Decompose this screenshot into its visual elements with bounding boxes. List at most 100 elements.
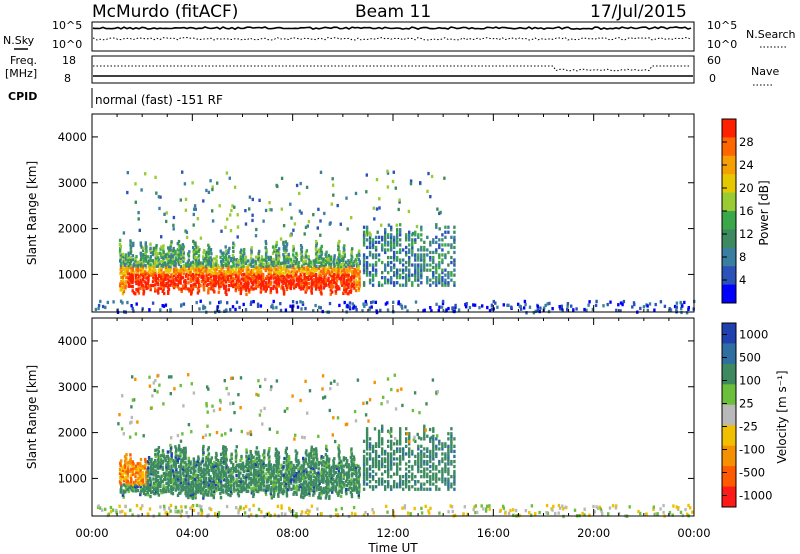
data-cell — [348, 301, 352, 305]
data-cell — [205, 493, 208, 497]
data-cell — [269, 463, 272, 467]
data-cell — [267, 261, 270, 266]
data-cell — [583, 307, 586, 312]
data-cell — [368, 245, 372, 250]
data-cell — [260, 282, 263, 286]
data-cell — [371, 245, 375, 250]
data-cell — [145, 486, 148, 490]
data-cell — [111, 508, 115, 512]
data-cell — [177, 277, 181, 281]
data-cell — [125, 469, 128, 473]
data-cell — [244, 284, 247, 288]
data-cell — [320, 477, 323, 482]
data-cell — [420, 485, 423, 489]
data-cell — [408, 235, 411, 239]
data-cell — [218, 286, 221, 290]
data-cell — [135, 288, 138, 292]
data-cell — [441, 457, 444, 461]
data-cell — [144, 274, 147, 278]
data-cell — [399, 457, 402, 461]
data-cell — [244, 209, 247, 213]
data-cell — [170, 487, 173, 491]
data-cell — [179, 510, 182, 515]
data-cell — [236, 265, 240, 269]
data-cell — [205, 263, 208, 267]
data-cell — [350, 269, 353, 274]
data-cell — [485, 507, 488, 511]
data-cell — [309, 470, 312, 474]
data-cell — [417, 436, 421, 440]
data-cell — [426, 472, 429, 476]
data-cell — [423, 268, 426, 272]
data-cell — [472, 303, 475, 307]
data-cell — [304, 457, 308, 461]
data-cell — [210, 468, 213, 472]
data-cell — [347, 481, 350, 485]
data-cell — [357, 268, 360, 272]
data-cell — [435, 223, 438, 227]
data-cell — [435, 454, 438, 459]
data-cell — [242, 474, 245, 478]
data-cell — [240, 281, 243, 285]
data-cell — [339, 222, 342, 226]
data-cell — [225, 249, 228, 253]
data-cell — [229, 477, 233, 481]
data-cell — [144, 251, 147, 255]
data-cell — [199, 485, 203, 489]
data-cell — [387, 439, 390, 443]
data-cell — [218, 276, 221, 280]
data-cell — [405, 238, 408, 242]
data-cell — [453, 260, 456, 265]
data-cell — [201, 459, 204, 463]
data-cell — [325, 481, 328, 486]
data-cell — [432, 429, 435, 433]
data-cell — [157, 493, 161, 497]
data-cell — [214, 482, 217, 487]
data-cell — [337, 448, 341, 452]
data-cell — [230, 265, 233, 269]
data-cell — [351, 247, 354, 251]
data-cell — [411, 408, 415, 413]
data-cell — [387, 452, 390, 456]
data-cell — [120, 261, 123, 265]
data-cell — [337, 466, 341, 471]
data-cell — [393, 273, 396, 277]
data-cell — [305, 288, 308, 292]
data-cell — [195, 262, 198, 266]
data-cell — [257, 284, 260, 289]
data-cell — [267, 268, 271, 272]
data-cell — [381, 437, 384, 441]
data-cell — [277, 282, 281, 286]
data-cell — [119, 282, 122, 286]
data-cell — [290, 477, 293, 481]
data-cell — [393, 250, 396, 255]
data-cell — [317, 267, 320, 271]
data-cell — [264, 252, 268, 256]
data-cell — [220, 458, 223, 463]
data-cell — [323, 284, 326, 288]
data-cell — [267, 511, 270, 515]
data-cell — [365, 459, 369, 464]
data-cell — [348, 307, 352, 311]
data-cell — [438, 276, 441, 280]
data-cell — [269, 255, 272, 260]
data-cell — [154, 252, 157, 256]
data-cell — [352, 263, 355, 268]
data-cell — [441, 268, 444, 272]
data-cell — [126, 257, 130, 261]
data-cell — [127, 489, 130, 494]
data-cell — [342, 277, 345, 281]
data-cell — [157, 287, 160, 291]
data-cell — [358, 473, 361, 477]
data-cell — [310, 480, 313, 484]
data-cell — [372, 300, 375, 304]
data-cell — [292, 463, 295, 468]
data-cell — [429, 449, 432, 454]
data-cell — [277, 474, 280, 478]
data-cell — [420, 271, 423, 275]
data-cell — [362, 454, 366, 459]
data-cell — [187, 373, 190, 377]
data-cell — [423, 255, 426, 260]
data-cell — [435, 487, 438, 491]
data-cell — [257, 274, 261, 278]
